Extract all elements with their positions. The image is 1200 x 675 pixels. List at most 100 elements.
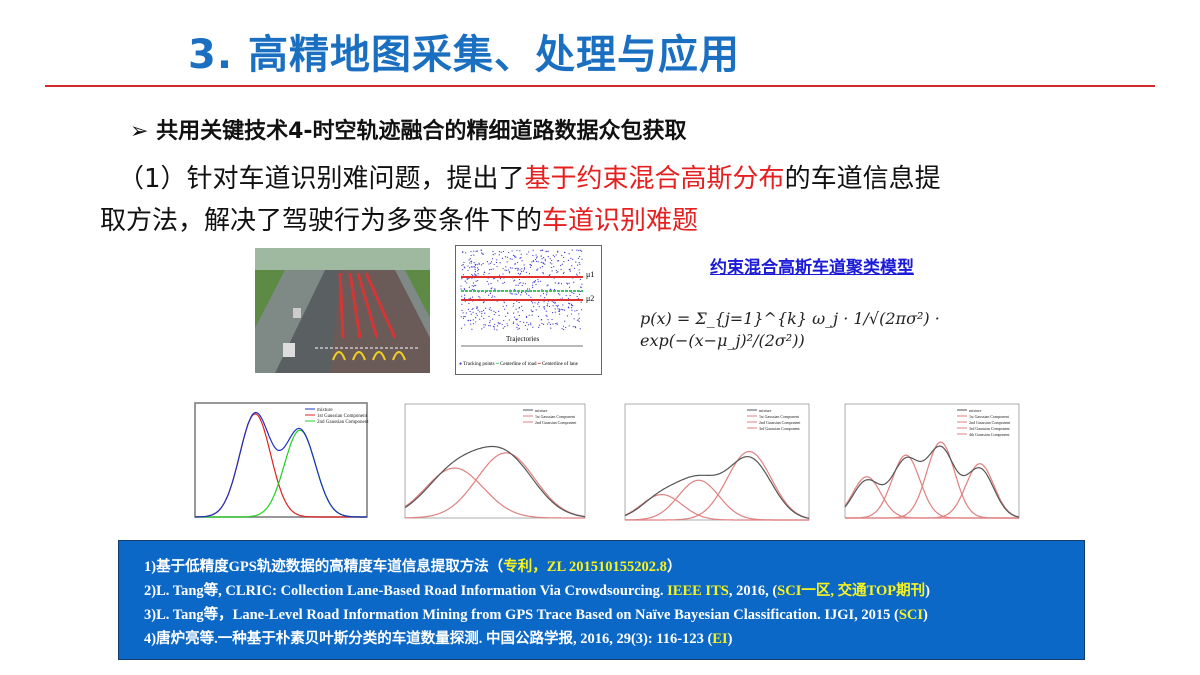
tracking-point	[467, 269, 469, 272]
tracking-point	[473, 254, 475, 256]
tracking-point	[465, 312, 467, 314]
tracking-point	[558, 310, 561, 313]
reference-3: 3)L. Tang等，Lane-Level Road Information M…	[144, 607, 928, 623]
tracking-point	[535, 254, 537, 256]
tracking-point	[464, 267, 466, 269]
tracking-point	[499, 277, 502, 280]
tracking-point	[489, 325, 491, 327]
tracking-point	[481, 328, 483, 330]
tracking-point	[472, 285, 475, 287]
gmm-formula: p(x) = Σ_{j=1}^{k} ω_j · 1/√(2πσ²) · exp…	[640, 309, 940, 350]
tracking-point	[579, 293, 581, 295]
tracking-point	[463, 289, 466, 291]
tracking-point	[565, 326, 567, 329]
tracking-point	[557, 282, 560, 285]
tracking-point	[555, 254, 557, 256]
tracking-point	[541, 249, 543, 251]
tracking-point	[530, 264, 532, 266]
tracking-point	[580, 250, 583, 252]
legend-label: 1st Gaussian Component	[317, 414, 368, 419]
tracking-point	[486, 261, 489, 263]
tracking-point	[557, 271, 559, 273]
tracking-point	[572, 326, 574, 328]
tracking-point	[463, 315, 465, 318]
tracking-point	[501, 257, 504, 259]
tracking-point	[521, 305, 523, 307]
tracking-point	[531, 261, 533, 263]
mixture-curve	[844, 445, 1020, 518]
tracking-point	[461, 264, 463, 267]
tracking-point	[478, 263, 480, 265]
legend-item: Centerline of road	[500, 362, 537, 367]
tracking-point	[463, 294, 466, 296]
tracking-point	[563, 309, 566, 311]
tracking-point	[514, 268, 516, 270]
tracking-point	[563, 271, 565, 273]
tracking-point	[477, 268, 480, 271]
tracking-point	[461, 295, 463, 297]
tracking-point	[475, 250, 477, 252]
tracking-point	[470, 260, 472, 263]
tracking-point	[549, 262, 552, 264]
tracking-point	[494, 323, 496, 326]
gaussian-component-1	[404, 467, 585, 519]
tracking-point	[520, 272, 522, 275]
tracking-point	[561, 297, 563, 299]
tracking-point	[469, 319, 472, 322]
tracking-point	[461, 309, 463, 312]
tracking-point	[480, 252, 483, 254]
tracking-point	[562, 304, 564, 306]
tracking-point	[535, 260, 538, 263]
tracking-point	[533, 306, 535, 308]
tracking-point	[473, 250, 475, 252]
tracking-point	[569, 294, 571, 297]
tracking-point	[518, 314, 520, 317]
tracking-point	[502, 282, 504, 284]
tracking-point	[488, 263, 490, 265]
tracking-point	[477, 309, 479, 311]
tracking-point	[540, 295, 542, 297]
tracking-point	[555, 269, 557, 272]
tracking-point	[544, 296, 546, 299]
tracking-point	[547, 284, 549, 286]
tracking-point	[469, 258, 471, 260]
tracking-point	[471, 328, 473, 330]
gaussian-component-3	[625, 450, 810, 521]
tracking-point	[573, 281, 575, 283]
tracking-point	[490, 282, 492, 285]
tracking-point	[578, 269, 580, 271]
tracking-point	[517, 272, 519, 274]
tracking-point	[475, 312, 477, 315]
tracking-point	[493, 328, 495, 330]
tracking-point	[570, 257, 572, 259]
tracking-point	[490, 288, 492, 290]
tracking-point	[481, 315, 483, 317]
tracking-point	[515, 308, 517, 310]
tracking-point	[552, 323, 554, 325]
tracking-point	[463, 287, 465, 290]
tracking-point	[548, 322, 550, 324]
tracking-point	[529, 266, 532, 268]
tracking-point	[476, 314, 478, 316]
tracking-point	[489, 262, 492, 264]
trajectory-legend: ● Tracking points ━ Centerline of road ━…	[459, 362, 578, 367]
tracking-point	[503, 281, 506, 283]
tracking-point	[564, 320, 566, 322]
tracking-point	[579, 278, 582, 280]
tracking-point	[551, 263, 553, 265]
tracking-point	[540, 255, 542, 257]
gaussian-component-2	[625, 479, 809, 521]
tracking-point	[502, 250, 505, 253]
tracking-point	[506, 323, 508, 325]
tracking-point	[515, 256, 517, 258]
tracking-point	[541, 322, 543, 325]
road-lane-photo	[255, 248, 430, 373]
tracking-point	[580, 301, 582, 303]
tracking-point	[471, 285, 473, 287]
tracking-point	[543, 301, 545, 303]
tracking-point	[525, 271, 528, 273]
tracking-point	[557, 260, 560, 262]
tracking-point	[526, 328, 529, 330]
tracking-point	[561, 254, 563, 257]
